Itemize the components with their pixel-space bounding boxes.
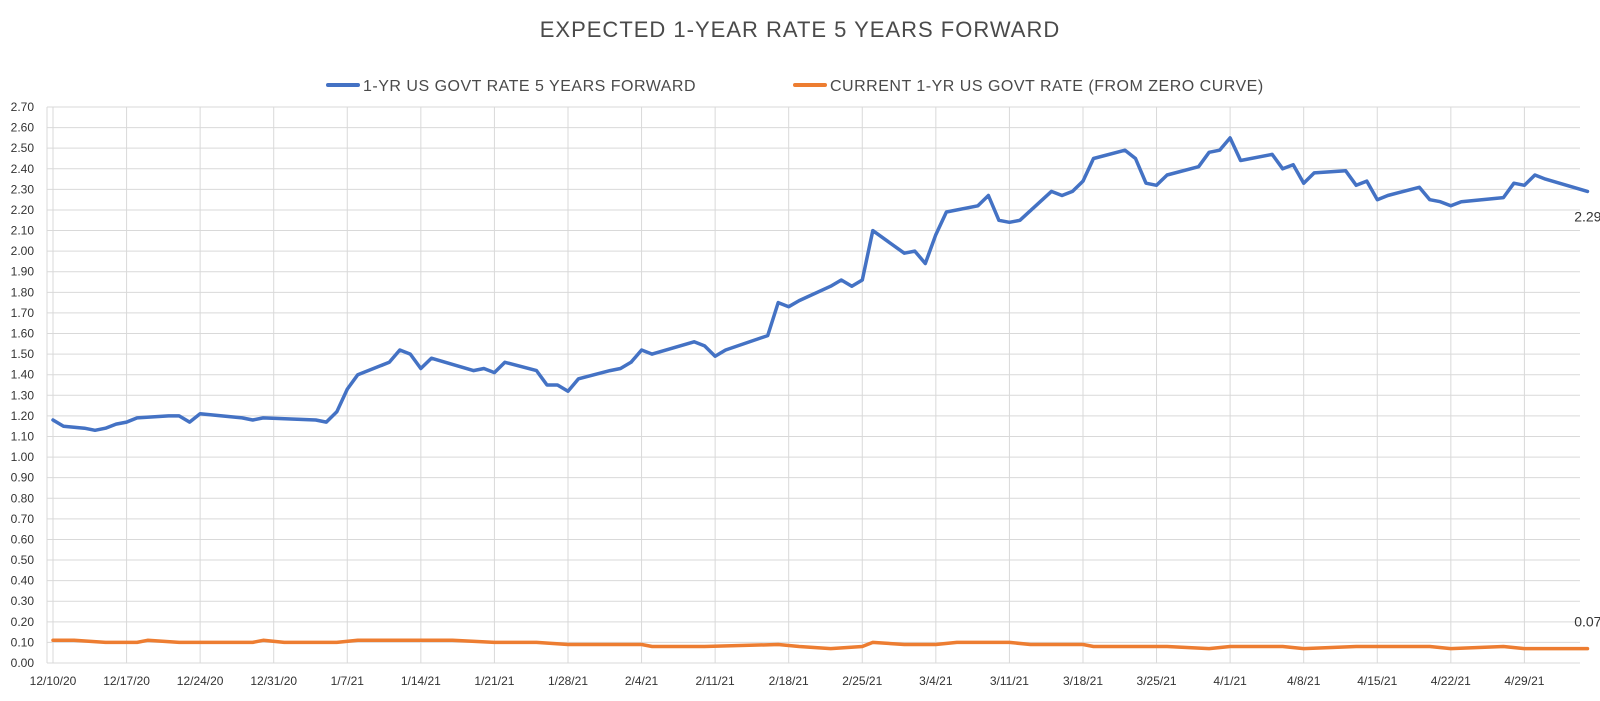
gridlines <box>46 106 1580 664</box>
y-tick-label: 0.00 <box>11 656 35 670</box>
y-tick-label: 1.50 <box>11 347 35 361</box>
x-tick-label: 2/25/21 <box>842 674 882 688</box>
x-tick-label: 4/29/21 <box>1504 674 1544 688</box>
y-tick-label: 1.20 <box>11 409 35 423</box>
x-tick-label: 12/24/20 <box>177 674 224 688</box>
x-tick-label: 1/28/21 <box>548 674 588 688</box>
x-tick-label: 2/18/21 <box>769 674 809 688</box>
x-tick-label: 12/10/20 <box>30 674 77 688</box>
x-tick-label: 12/17/20 <box>103 674 150 688</box>
series-line-current-rate <box>51 638 1590 651</box>
chart-title: EXPECTED 1-YEAR RATE 5 YEARS FORWARD <box>540 17 1061 42</box>
x-tick-label: 3/11/21 <box>990 674 1029 688</box>
y-tick-label: 1.10 <box>11 429 35 443</box>
y-tick-label: 1.00 <box>11 450 35 464</box>
y-tick-label: 2.30 <box>11 182 35 196</box>
x-tick-label: 1/21/21 <box>474 674 514 688</box>
y-tick-label: 0.40 <box>11 574 35 588</box>
x-tick-label: 2/11/21 <box>696 674 735 688</box>
x-tick-label: 3/18/21 <box>1063 674 1103 688</box>
legend: 1-YR US GOVT RATE 5 YEARS FORWARD CURREN… <box>326 78 1264 95</box>
x-tick-label: 1/14/21 <box>401 674 441 688</box>
y-tick-label: 1.60 <box>11 327 35 341</box>
x-tick-label: 2/4/21 <box>625 674 659 688</box>
x-tick-label: 3/25/21 <box>1137 674 1177 688</box>
x-tick-label: 4/8/21 <box>1287 674 1321 688</box>
y-tick-label: 0.50 <box>11 553 35 567</box>
series-lines <box>51 136 1590 651</box>
y-tick-label: 0.30 <box>11 594 35 608</box>
end-labels: 2.29 0.07 <box>1574 208 1600 629</box>
y-tick-label: 0.80 <box>11 491 35 505</box>
x-tick-label: 4/22/21 <box>1431 674 1471 688</box>
y-tick-label: 2.20 <box>11 203 35 217</box>
end-label-current-rate: 0.07 <box>1574 614 1600 630</box>
y-tick-label: 2.60 <box>11 121 35 135</box>
y-axis-ticks: 0.00 0.10 0.20 0.30 0.40 0.50 0.60 0.70 0.80 0.90… <box>11 100 35 670</box>
y-tick-label: 1.90 <box>11 265 35 279</box>
y-tick-label: 2.10 <box>11 224 35 238</box>
legend-label-forward-rate: 1-YR US GOVT RATE 5 YEARS FORWARD <box>363 78 696 95</box>
y-tick-label: 0.70 <box>11 512 35 526</box>
y-tick-label: 2.50 <box>11 141 35 155</box>
x-tick-label: 4/15/21 <box>1357 674 1397 688</box>
y-tick-label: 0.10 <box>11 635 35 649</box>
y-tick-label: 2.40 <box>11 162 35 176</box>
end-label-forward-rate: 2.29 <box>1574 208 1600 224</box>
y-tick-label: 0.90 <box>11 471 35 485</box>
x-tick-label: 1/7/21 <box>331 674 365 688</box>
y-tick-label: 1.80 <box>11 285 35 299</box>
y-tick-label: 0.60 <box>11 532 35 546</box>
x-tick-label: 4/1/21 <box>1213 674 1247 688</box>
y-tick-label: 1.40 <box>11 368 35 382</box>
legend-label-current-rate: CURRENT 1-YR US GOVT RATE (FROM ZERO CUR… <box>830 78 1264 95</box>
x-tick-label: 3/4/21 <box>919 674 953 688</box>
y-tick-label: 2.00 <box>11 244 35 258</box>
y-tick-label: 0.20 <box>11 615 35 629</box>
y-tick-label: 1.30 <box>11 388 35 402</box>
series-line-forward-rate <box>51 136 1590 433</box>
y-tick-label: 2.70 <box>11 100 35 114</box>
x-axis-ticks: 12/10/20 12/17/20 12/24/20 12/31/20 1/7/21 1/… <box>30 674 1545 688</box>
y-tick-label: 1.70 <box>11 306 35 320</box>
x-tick-label: 12/31/20 <box>250 674 297 688</box>
